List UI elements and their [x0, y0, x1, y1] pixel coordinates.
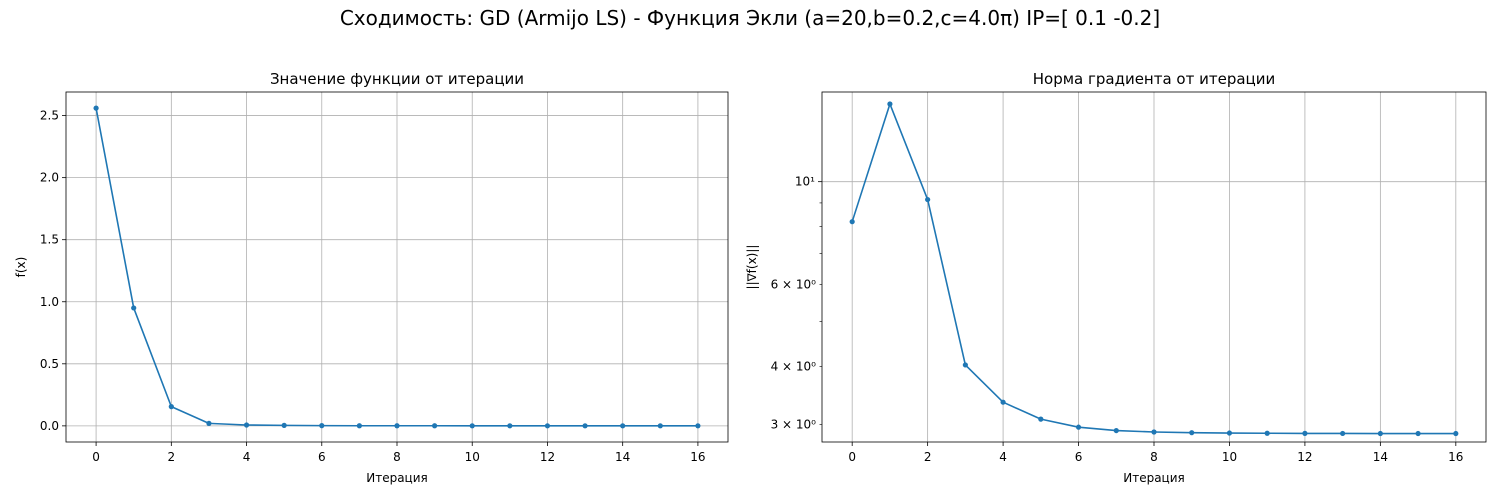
series-line [93, 105, 701, 429]
chart-function-value: Значение функции от итерации Итерация f(… [14, 70, 729, 485]
data-point [1226, 430, 1233, 436]
plot-frame [821, 91, 1487, 443]
x-tick-label: 8 [393, 450, 401, 464]
y-tick-label: 4 × 10⁰ [771, 359, 817, 373]
grid [822, 92, 1486, 442]
x-tick-label: 12 [1297, 450, 1312, 464]
data-point [925, 196, 931, 203]
figure-title: Сходимость: GD (Armijo LS) - Функция Экл… [339, 6, 1161, 30]
chart-gradient-norm: Норма градиента от итерации Итерация ||∇… [745, 70, 1487, 485]
x-tick-label: 0 [92, 450, 100, 464]
x-tick-label: 2 [167, 450, 175, 464]
data-point [1415, 430, 1421, 437]
x-tick-label: 4 [243, 450, 251, 464]
data-point [582, 423, 588, 429]
data-point [1113, 427, 1119, 434]
axis-ticks: 0 2 4 6 8 10 12 14 16 0.0 0.5 1.0 1.5 2.0 2.5 [40, 109, 706, 464]
y-tick-label: 10¹ [795, 175, 815, 189]
x-tick-label: 8 [1150, 450, 1158, 464]
axis-ticks: 0 2 4 6 8 10 12 14 16 10¹ 3 × 10⁰ 4 × 10⁰ 6 × 10⁰ [771, 175, 1464, 464]
data-point [962, 362, 968, 368]
data-point [432, 423, 438, 429]
data-point [394, 423, 400, 429]
data-point [1000, 399, 1006, 405]
data-point [1302, 430, 1308, 436]
data-point [1038, 416, 1044, 422]
x-tick-label: 6 [1075, 450, 1083, 464]
y-tick-label: 1.0 [40, 295, 59, 309]
y-tick-label: 0.0 [40, 419, 59, 433]
data-point [319, 423, 325, 429]
data-point [1377, 430, 1383, 437]
y-tick-label: 2.0 [40, 171, 59, 185]
data-point [93, 105, 99, 111]
y-tick-label: 1.5 [40, 233, 59, 247]
x-tick-label: 14 [615, 450, 630, 464]
data-point [206, 420, 212, 426]
data-point [887, 101, 893, 107]
data-point [507, 423, 513, 429]
data-point [1151, 429, 1157, 435]
x-axis-label: Итерация [366, 471, 428, 485]
data-point [1189, 430, 1195, 436]
data-point [1340, 430, 1346, 437]
series-line [849, 101, 1459, 437]
data-point [620, 423, 626, 429]
x-tick-label: 12 [540, 450, 555, 464]
y-axis-label: ||∇f(x)|| [745, 245, 759, 290]
y-tick-label: 6 × 10⁰ [771, 278, 817, 292]
data-point [168, 404, 174, 410]
x-tick-label: 10 [1222, 450, 1237, 464]
x-tick-label: 4 [999, 450, 1007, 464]
x-tick-label: 16 [1448, 450, 1463, 464]
y-tick-label: 2.5 [40, 109, 59, 123]
x-tick-label: 10 [465, 450, 480, 464]
x-tick-label: 6 [318, 450, 326, 464]
data-point [131, 305, 137, 311]
data-point [657, 423, 663, 429]
data-point [544, 423, 551, 429]
x-tick-label: 2 [924, 450, 932, 464]
data-point [281, 422, 287, 428]
data-point [469, 423, 475, 429]
data-point [1264, 430, 1270, 436]
x-tick-label: 0 [848, 450, 856, 464]
y-tick-label: 0.5 [40, 357, 59, 371]
data-point [356, 423, 362, 429]
data-point [695, 423, 701, 429]
x-axis-label: Итерация [1123, 471, 1185, 485]
y-tick-label: 3 × 10⁰ [771, 417, 817, 431]
data-point [1075, 424, 1082, 430]
data-point [1453, 430, 1459, 437]
data-point [243, 422, 250, 428]
chart-title: Норма градиента от итерации [1033, 70, 1276, 88]
y-axis-label: f(x) [14, 257, 28, 278]
x-tick-label: 16 [690, 450, 705, 464]
chart-title: Значение функции от итерации [270, 70, 524, 88]
plot-frame [65, 91, 729, 443]
data-point [849, 219, 855, 225]
x-tick-label: 14 [1373, 450, 1388, 464]
